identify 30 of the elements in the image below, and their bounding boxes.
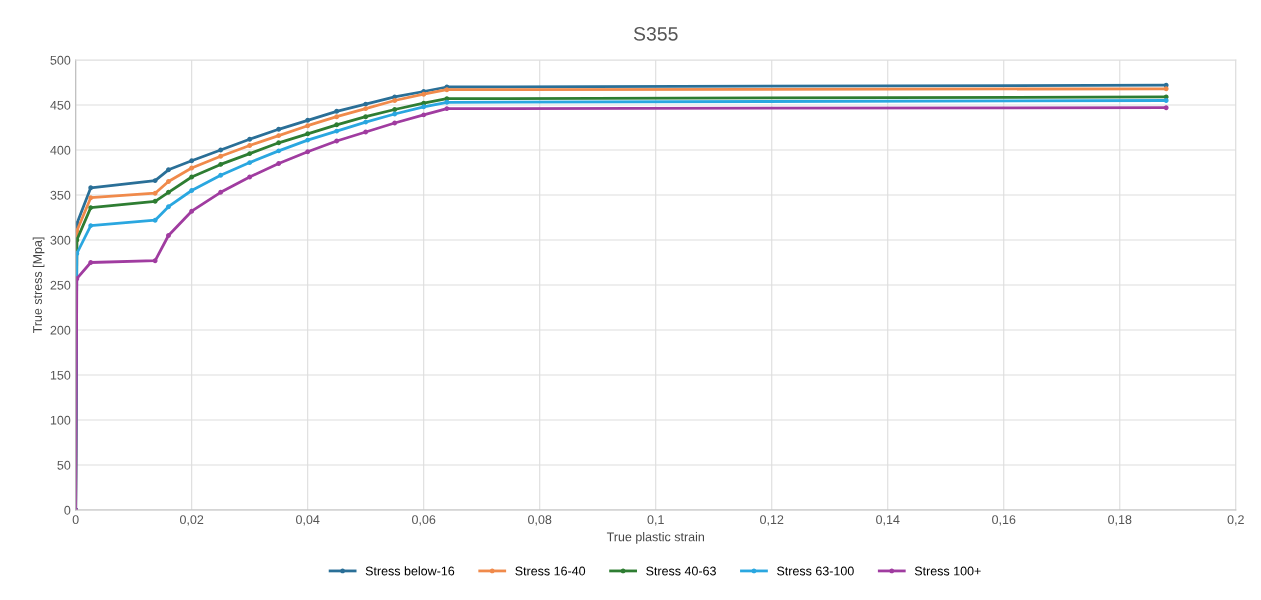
legend-label: Stress 16-40 (515, 566, 586, 576)
x-tick-label: 0,14 (876, 515, 900, 526)
legend-label: Stress 40-63 (646, 566, 716, 576)
x-tick-label: 0,1 (647, 515, 664, 526)
x-tick-label: 0,12 (760, 515, 784, 526)
legend-label: Stress 100+ (914, 566, 981, 576)
x-tick-label: 0,2 (1227, 515, 1244, 526)
x-tick-label: 0 (72, 515, 79, 525)
x-axis-title: True plastic strain (606, 532, 704, 544)
legend-label: Stress 63-100 (777, 566, 854, 576)
y-tick-label: 100 (50, 415, 71, 425)
x-tick-label: 0,16 (992, 515, 1016, 526)
y-tick-label: 500 (50, 55, 71, 65)
x-tick-label: 0,18 (1108, 515, 1132, 526)
legend-label: Stress below-16 (365, 566, 455, 576)
y-tick-label: 200 (50, 325, 71, 335)
y-tick-label: 50 (57, 460, 71, 470)
y-axis-title: True stress [Mpa] (32, 237, 45, 334)
x-tick-label: 0,02 (180, 515, 204, 526)
y-tick-label: 0 (64, 505, 71, 515)
y-tick-label: 350 (50, 190, 71, 200)
x-tick-label: 0,04 (296, 515, 320, 526)
y-tick-label: 150 (50, 370, 71, 380)
y-tick-label: 400 (50, 145, 71, 155)
x-tick-label: 0,08 (528, 515, 552, 526)
x-tick-label: 0,06 (412, 515, 436, 526)
y-tick-label: 250 (50, 280, 71, 290)
chart-title: S355 (633, 26, 678, 41)
y-tick-label: 300 (50, 235, 71, 245)
y-tick-label: 450 (50, 100, 71, 110)
